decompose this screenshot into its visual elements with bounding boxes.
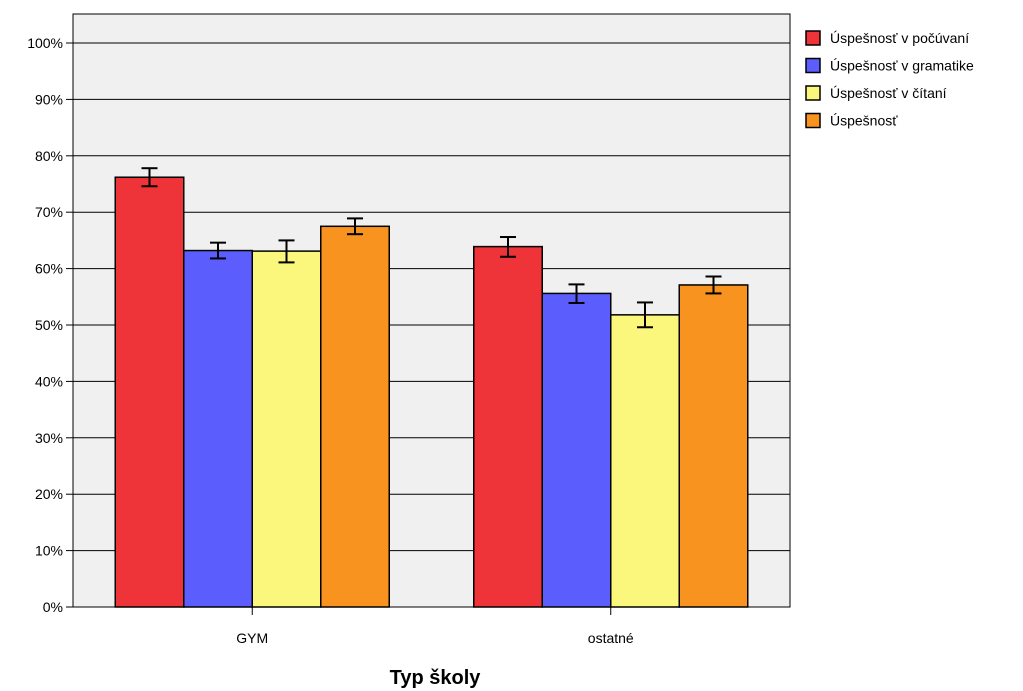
legend-swatch [805,112,821,129]
legend-swatch [805,57,821,74]
y-tick-label: 40% [35,373,63,389]
bar [251,250,322,608]
x-tick-label: ostatné [588,630,634,646]
legend-label: Úspešnosť [830,113,898,129]
bar [541,292,612,608]
bar [473,245,543,608]
y-tick-label: 80% [35,148,63,164]
bar [114,176,185,608]
y-tick-label: 10% [35,543,63,559]
legend-swatch [805,30,821,46]
legend-label: Úspešnosť v čítaní [830,85,947,101]
bar [610,314,680,608]
bar [678,284,749,608]
legend-swatch [805,85,821,101]
y-tick-label: 20% [35,486,63,502]
x-tick-label: GYM [236,630,268,646]
y-tick-label: 0% [43,599,63,615]
y-tick-label: 30% [35,430,63,446]
legend: Úspešnosť v počúvaní Úspešnosť v gramatik… [805,30,974,129]
x-axis-label: Typ školy [390,667,482,689]
y-axis-ticks: 0% 10% 20% 30% 40% 50% 60% 70% 80% 90% 100% [27,35,73,615]
y-tick-label: 60% [35,261,63,277]
x-axis-ticks: GYM ostatné [236,607,634,646]
legend-label: Úspešnosť v gramatike [830,58,974,74]
y-tick-label: 70% [35,204,63,220]
bar [183,249,253,608]
bar [320,225,390,608]
y-tick-label: 100% [27,35,63,51]
y-tick-label: 50% [35,317,63,333]
legend-label: Úspešnosť v počúvaní [830,30,969,46]
y-tick-label: 90% [35,91,63,107]
bars [114,167,749,608]
